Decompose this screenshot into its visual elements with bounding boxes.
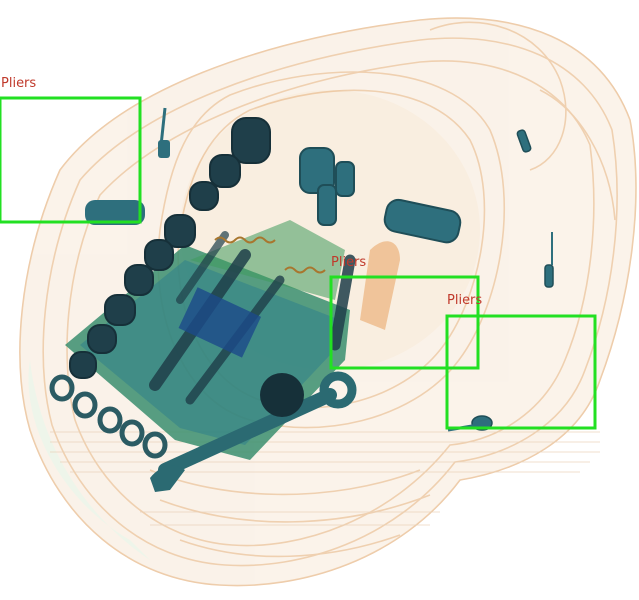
detection-label-pliers: Pliers [447,293,483,308]
detection-box-pliers [445,314,597,430]
handle-part [85,107,170,225]
detection-label-pliers: Pliers [1,76,37,91]
springs [214,236,326,274]
metal-cylinders [299,147,462,244]
detection-box-pliers [0,96,142,224]
detection-boxes [0,96,597,430]
scan-streaks [50,431,600,526]
metal-block [178,287,262,358]
metal-disc [260,373,304,417]
socket-set [69,117,271,379]
detection-label-pliers: Pliers [331,255,367,270]
detection-box-pliers [329,275,480,370]
organic-object [360,241,400,330]
wrench [150,371,357,492]
bag-outline [19,17,637,587]
socket-rings [49,374,168,459]
